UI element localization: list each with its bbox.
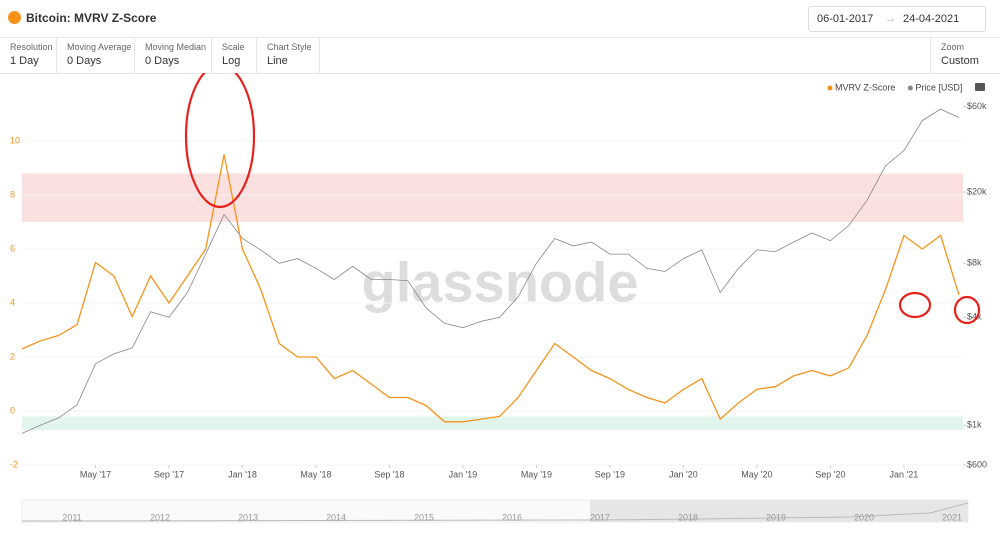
navigator-label: 2014 — [326, 512, 346, 522]
band — [22, 416, 963, 430]
y-tick-label: 8 — [10, 189, 15, 199]
control-value[interactable]: 0 Days — [145, 55, 180, 67]
legend-marker — [907, 85, 913, 91]
header: Bitcoin: MVRV Z-Score 06-01-2017 → 24-04… — [0, 0, 1000, 38]
control-value[interactable]: 0 Days — [67, 55, 102, 67]
x-tick-label: Sep '18 — [374, 469, 404, 479]
series-line — [21, 154, 960, 423]
x-tick-label: May '18 — [300, 469, 331, 479]
annotation-circle — [953, 295, 981, 325]
control-label: Chart Style — [267, 42, 312, 52]
control[interactable]: Scale Log — [212, 37, 257, 73]
control-value[interactable]: 1 Day — [10, 55, 39, 67]
navigator-label: 2020 — [854, 512, 874, 522]
legend-label: MVRV Z-Score — [835, 82, 895, 92]
control-label: Zoom — [941, 42, 965, 52]
x-tick-label: Jan '21 — [890, 469, 919, 479]
chart: glassnode -2 0 2 4 6 8 10 $600 $1k $4k $8k $20k $60k M… — [10, 73, 987, 523]
control[interactable]: Moving Median 0 Days — [135, 37, 212, 73]
navigator-window — [590, 500, 968, 522]
y2-tick-label: $8k — [967, 258, 982, 268]
x-tick-label: Sep '17 — [154, 469, 184, 479]
date-from[interactable]: 06-01-2017 — [817, 13, 874, 25]
controls: Zoom Custom Resolution 1 Day Moving Averag… — [0, 37, 1000, 74]
y2-tick-label: $60k — [967, 101, 987, 111]
y-tick-label: 6 — [10, 243, 15, 253]
control[interactable]: Chart Style Line — [257, 37, 320, 73]
control-value[interactable]: Custom — [941, 55, 979, 67]
series-line — [21, 108, 960, 434]
navigator-label: 2013 — [238, 512, 258, 522]
navigator-label: 2012 — [150, 512, 170, 522]
x-tick-label: Jan '18 — [228, 469, 257, 479]
title: Bitcoin: MVRV Z-Score — [26, 11, 157, 25]
y2-tick-label: $20k — [967, 186, 987, 196]
band — [22, 173, 963, 222]
control-label: Resolution — [10, 42, 53, 52]
navigator-label: 2017 — [590, 512, 610, 522]
navigator-label: 2011 — [62, 512, 81, 522]
x-tick-label: Sep '20 — [815, 469, 845, 479]
navigator-label: 2015 — [414, 512, 434, 522]
control-label: Moving Average — [67, 42, 132, 52]
y-tick-label: 4 — [10, 297, 15, 307]
legend-label: Price [USD] — [915, 82, 962, 92]
x-tick-label: Jan '19 — [449, 469, 478, 479]
navigator-label: 2021 — [942, 512, 962, 522]
camera-icon — [975, 83, 985, 91]
x-tick-label: May '19 — [521, 469, 552, 479]
navigator-label: 2018 — [678, 512, 698, 522]
date-picker[interactable]: 06-01-2017 → 24-04-2021 — [808, 6, 986, 32]
control[interactable]: Moving Average 0 Days — [57, 37, 135, 73]
y2-tick-label: $600 — [967, 459, 987, 469]
control-label: Moving Median — [145, 42, 207, 52]
arrow: → — [885, 13, 896, 25]
x-tick-label: May '17 — [80, 469, 111, 479]
zoom[interactable]: Zoom Custom — [930, 37, 1000, 73]
date-to[interactable]: 24-04-2021 — [903, 13, 960, 25]
legend-marker — [827, 85, 833, 91]
x-tick-label: Sep '19 — [595, 469, 625, 479]
coin-icon — [8, 11, 21, 24]
navigator-label: 2016 — [502, 512, 522, 522]
x-tick-label: Jan '20 — [669, 469, 698, 479]
navigator-line — [21, 502, 969, 522]
y-tick-label: 10 — [10, 135, 20, 145]
x-tick-label: May '20 — [741, 469, 772, 479]
control-value[interactable]: Log — [222, 55, 241, 67]
y-tick-label: 0 — [10, 405, 15, 415]
control-label: Scale — [222, 42, 245, 52]
annotation-circle — [184, 73, 256, 209]
y2-tick-label: $4k — [967, 312, 982, 322]
navigator-label: 2019 — [766, 512, 786, 522]
y-tick-label: 2 — [10, 351, 15, 361]
control[interactable]: Resolution 1 Day — [0, 37, 57, 73]
y-tick-label: -2 — [10, 459, 18, 469]
y2-tick-label: $1k — [967, 420, 982, 430]
control-value[interactable]: Line — [267, 55, 288, 67]
watermark: glassnode — [362, 251, 639, 314]
annotation-circle — [898, 291, 932, 319]
